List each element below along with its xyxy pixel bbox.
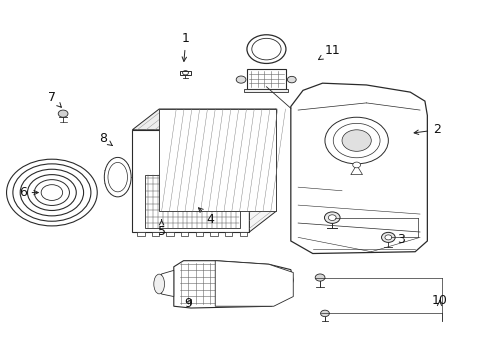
Circle shape — [236, 76, 245, 83]
Ellipse shape — [154, 274, 164, 294]
Text: 5: 5 — [157, 220, 165, 238]
Polygon shape — [132, 130, 249, 232]
Polygon shape — [166, 232, 173, 236]
Ellipse shape — [104, 157, 131, 197]
Polygon shape — [239, 232, 246, 236]
Circle shape — [58, 110, 68, 117]
Text: 4: 4 — [198, 208, 214, 226]
Circle shape — [34, 180, 69, 206]
Polygon shape — [159, 270, 173, 297]
Polygon shape — [249, 109, 276, 232]
Circle shape — [320, 310, 329, 317]
Text: 7: 7 — [48, 91, 61, 107]
Polygon shape — [224, 232, 232, 236]
Text: 1: 1 — [182, 32, 189, 62]
Circle shape — [341, 130, 370, 151]
Polygon shape — [132, 109, 276, 130]
Text: 2: 2 — [413, 123, 440, 136]
Polygon shape — [210, 232, 217, 236]
Text: 6: 6 — [19, 186, 38, 199]
Polygon shape — [195, 232, 203, 236]
Text: 8: 8 — [99, 132, 112, 145]
Circle shape — [328, 215, 335, 221]
Circle shape — [352, 162, 360, 168]
Polygon shape — [244, 89, 288, 92]
Polygon shape — [350, 165, 362, 175]
Polygon shape — [137, 232, 144, 236]
Circle shape — [381, 232, 394, 242]
Circle shape — [287, 76, 296, 83]
Polygon shape — [181, 232, 188, 236]
Polygon shape — [290, 83, 427, 253]
Polygon shape — [246, 69, 285, 89]
Text: 11: 11 — [318, 44, 340, 60]
Polygon shape — [152, 232, 159, 236]
Circle shape — [384, 235, 391, 240]
Circle shape — [324, 212, 339, 224]
Ellipse shape — [108, 162, 127, 192]
Polygon shape — [173, 261, 293, 308]
Polygon shape — [180, 71, 190, 75]
Circle shape — [325, 117, 387, 164]
Text: 9: 9 — [184, 297, 192, 310]
Text: 3: 3 — [396, 233, 404, 246]
Circle shape — [315, 274, 325, 281]
Polygon shape — [144, 175, 239, 228]
Polygon shape — [215, 261, 293, 306]
Polygon shape — [159, 109, 276, 211]
Text: 10: 10 — [431, 294, 447, 307]
